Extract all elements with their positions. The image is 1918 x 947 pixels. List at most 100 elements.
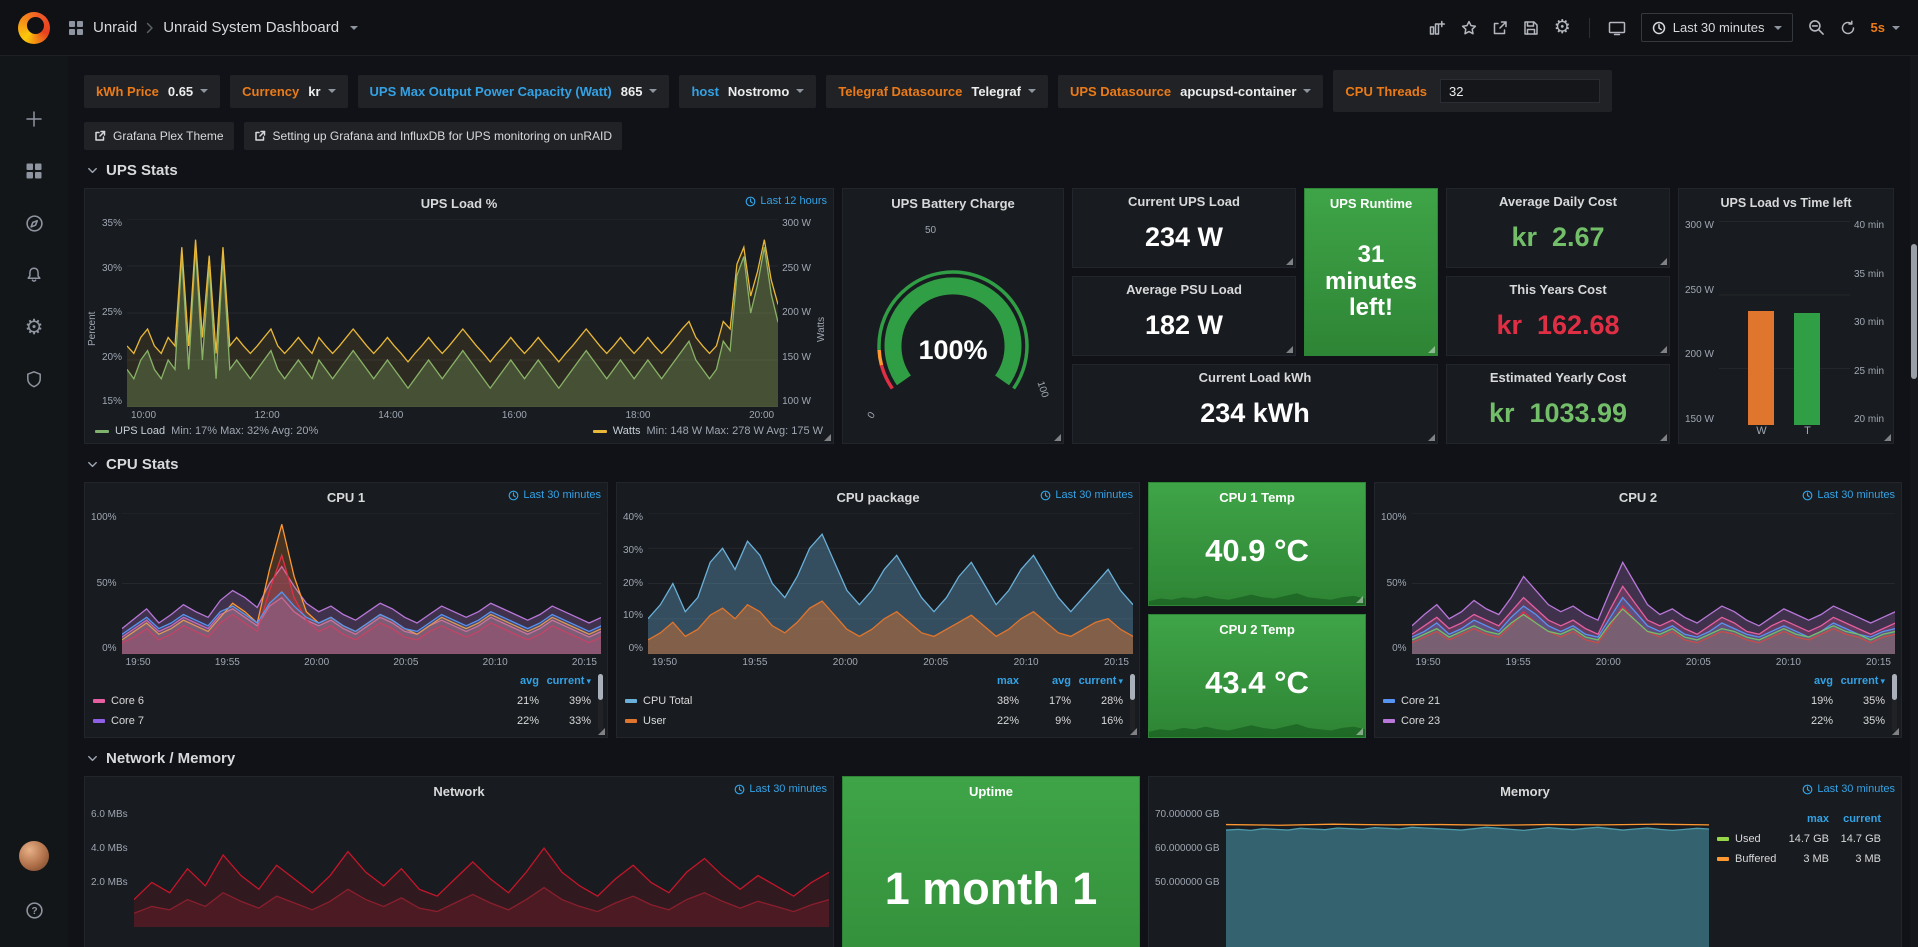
panel-this-years-cost: This Years Cost kr 162.68 [1446, 276, 1670, 356]
legend-scrollbar[interactable] [598, 674, 603, 731]
dashboard-dropdown-caret-icon[interactable] [350, 25, 359, 30]
legend-row[interactable]: User 22% 9% 16% [625, 711, 1123, 731]
cpu2-chart[interactable] [1411, 513, 1895, 654]
bar[interactable]: T [1794, 221, 1821, 441]
panel-time-indicator[interactable]: Last 30 minutes [734, 783, 827, 795]
sidebar-item-configuration[interactable]: ⚙ [11, 304, 57, 350]
legend-row[interactable]: Used 14.7 GB 14.7 GB [1717, 829, 1881, 849]
variable-host[interactable]: host Nostromo [679, 74, 817, 108]
axis-tick: 30 min [1853, 317, 1884, 328]
legend-header[interactable]: max [996, 675, 1019, 687]
share-button[interactable] [1492, 20, 1508, 36]
sidebar-item-create[interactable] [11, 96, 57, 142]
panel-header[interactable]: CPU 2 Last 30 minutes [1375, 483, 1901, 511]
legend-row[interactable]: Core 21 19% 35% [1383, 691, 1885, 711]
dashboard-link[interactable]: Setting up Grafana and InfluxDB for UPS … [243, 122, 623, 150]
panel-cpu2: CPU 2 Last 30 minutes 100% 50% 0% 19:50 19:… [1374, 482, 1902, 738]
legend-header[interactable]: current ▾ [1078, 675, 1123, 687]
legend-header[interactable]: avg [520, 675, 539, 687]
sidebar-item-help[interactable]: ? [11, 887, 57, 933]
breadcrumb-separator-icon [146, 22, 154, 34]
variable-currency[interactable]: Currency kr [230, 74, 348, 108]
page-scrollbar-thumb[interactable] [1911, 244, 1917, 379]
link-label: Grafana Plex Theme [113, 129, 224, 143]
legend-row[interactable]: Core 23 22% 35% [1383, 711, 1885, 731]
variable-ups-datasource[interactable]: UPS Datasource apcupsd-container [1057, 74, 1324, 108]
zoom-out-button[interactable] [1808, 19, 1825, 36]
legend-row[interactable]: CPU Total 38% 17% 28% [625, 691, 1123, 711]
variable-input[interactable]: 32 [1440, 79, 1601, 103]
legend-header[interactable]: current [1843, 813, 1881, 825]
legend-header[interactable]: current ▾ [1840, 675, 1885, 687]
cpu-package-chart[interactable] [648, 513, 1133, 654]
refresh-button[interactable] [1840, 19, 1856, 36]
panel-header[interactable]: CPU package Last 30 minutes [617, 483, 1139, 511]
page-scrollbar[interactable] [1910, 56, 1918, 947]
sidebar-item-dashboards[interactable] [11, 148, 57, 194]
user-avatar[interactable] [19, 841, 49, 871]
sidebar-item-explore[interactable] [11, 200, 57, 246]
legend-row[interactable]: Core 6 21% 39% [93, 691, 591, 711]
panel-header[interactable]: Memory Last 30 minutes [1149, 777, 1901, 805]
network-chart[interactable] [133, 807, 829, 927]
svg-text:?: ? [31, 906, 37, 917]
grafana-logo[interactable] [0, 0, 68, 56]
sidebar-item-server-admin[interactable] [11, 356, 57, 402]
breadcrumb-current[interactable]: Unraid System Dashboard [163, 19, 340, 36]
panel-title: UPS Battery Charge [891, 195, 1015, 211]
legend-row[interactable]: Core 7 22% 33% [93, 711, 591, 731]
axis-tick: 35 min [1853, 268, 1884, 280]
variable-telegraf-datasource[interactable]: Telegraf Datasource Telegraf [826, 74, 1048, 108]
ups-load-chart[interactable] [127, 219, 779, 407]
panel-estimated-yearly-cost: Estimated Yearly Cost kr 1033.99 [1446, 364, 1670, 444]
memory-chart[interactable] [1225, 807, 1709, 947]
legend-header[interactable]: current ▾ [546, 675, 591, 687]
legend-header[interactable]: max [1806, 813, 1829, 825]
variable-kwh-price[interactable]: kWh Price 0.65 [84, 74, 221, 108]
chart-legend: max current Used 14.7 GB 14.7 GB Buffered 3 MB… [1709, 807, 1897, 947]
link-label: Setting up Grafana and InfluxDB for UPS … [272, 129, 613, 143]
legend-scrollbar[interactable] [1892, 674, 1897, 731]
panel-time-indicator[interactable]: Last 12 hours [745, 195, 827, 207]
panel-title: CPU package [836, 489, 920, 505]
temp-sparkline [1149, 579, 1365, 605]
panel-time-indicator[interactable]: Last 30 minutes [1802, 489, 1895, 501]
legend-row[interactable]: Buffered 3 MB 3 MB [1717, 849, 1881, 869]
legend-scrollbar[interactable] [1130, 674, 1135, 731]
dashboard-link[interactable]: Grafana Plex Theme [84, 122, 234, 150]
section-ups-stats[interactable]: UPS Stats [86, 162, 1902, 179]
section-cpu-stats[interactable]: CPU Stats [86, 456, 1902, 473]
dashboard-settings-button[interactable]: ⚙ [1554, 18, 1571, 37]
panel-time-indicator[interactable]: Last 30 minutes [508, 489, 601, 501]
star-button[interactable] [1461, 20, 1477, 36]
cycle-view-button[interactable] [1608, 20, 1626, 36]
time-indicator-label: Last 12 hours [760, 195, 827, 207]
legend-header[interactable]: avg [1052, 675, 1071, 687]
section-network-memory[interactable]: Network / Memory [86, 750, 1902, 767]
variable-cpu-threads[interactable]: CPU Threads 32 [1333, 70, 1613, 112]
variable-ups-max-output-power-capacity-watt-[interactable]: UPS Max Output Power Capacity (Watt) 865 [357, 74, 670, 108]
bar[interactable]: W [1748, 221, 1775, 441]
legend-header[interactable]: avg [1814, 675, 1833, 687]
panel-time-indicator[interactable]: Last 30 minutes [1040, 489, 1133, 501]
add-panel-button[interactable] [1428, 20, 1446, 36]
chart-legend: avg current ▾ Core 21 19% 35% Core 23 22% 35% [1375, 670, 1901, 737]
breadcrumb-root[interactable]: Unraid [93, 19, 138, 36]
panel-header[interactable]: UPS Load % Last 12 hours [85, 189, 833, 217]
refresh-interval-picker[interactable]: 5s [1871, 20, 1900, 35]
sidebar-item-alerting[interactable] [11, 252, 57, 298]
axis-tick: 20:00 [1595, 656, 1621, 668]
cpu1-chart[interactable] [121, 513, 601, 654]
panel-time-indicator[interactable]: Last 30 minutes [1802, 783, 1895, 795]
legend-item[interactable]: Watts Min: 148 W Max: 278 W Avg: 175 W [592, 425, 823, 437]
panel-header[interactable]: Network Last 30 minutes [85, 777, 833, 805]
axis-tick: 25% [102, 307, 123, 318]
panel-header[interactable]: UPS Load vs Time left [1679, 189, 1893, 217]
panel-header[interactable]: CPU 1 Last 30 minutes [85, 483, 607, 511]
legend-item[interactable]: UPS Load Min: 17% Max: 32% Avg: 20% [95, 425, 318, 437]
zoom-out-icon [1808, 20, 1824, 35]
save-button[interactable] [1523, 20, 1539, 36]
time-range-picker[interactable]: Last 30 minutes [1640, 13, 1793, 42]
panel-header[interactable]: UPS Battery Charge [843, 189, 1063, 217]
